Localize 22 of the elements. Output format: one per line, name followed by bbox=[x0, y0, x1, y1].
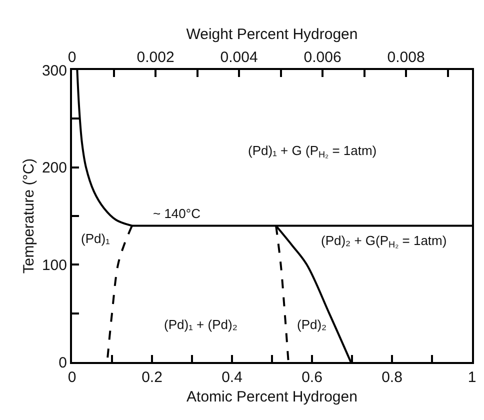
y-tick-label: 300 bbox=[42, 62, 67, 80]
x-tick-label: 1 bbox=[468, 369, 476, 386]
x2-tick-label: 0.008 bbox=[387, 49, 425, 66]
annotation: (Pd)₁ bbox=[81, 231, 111, 246]
x2-tick-label: 0.002 bbox=[136, 49, 174, 66]
x-axis-title: Atomic Percent Hydrogen bbox=[186, 388, 358, 406]
x2-tick-label: 0.006 bbox=[304, 49, 342, 66]
x-tick-label: 0.4 bbox=[222, 369, 242, 386]
y-tick-label: 200 bbox=[42, 160, 67, 177]
x-tick-label: 0.2 bbox=[142, 369, 162, 386]
x2-axis-title: Weight Percent Hydrogen bbox=[186, 26, 358, 43]
annotation: (Pd)₂ bbox=[297, 317, 327, 332]
annotation: (Pd)₁ + G (P$_{H₂}$ = 1atm) bbox=[248, 143, 377, 160]
y-tick-label: 100 bbox=[42, 256, 67, 274]
annotation: (Pd)₁ + (Pd)₂ bbox=[164, 317, 238, 332]
y-tick-label: 0 bbox=[58, 354, 67, 372]
annotation: (Pd)₂ + G(P$_{H₂}$ = 1atm) bbox=[321, 233, 447, 250]
x-tick-label: 0.6 bbox=[302, 369, 322, 386]
x2-tick-label: 0.004 bbox=[220, 49, 258, 66]
annotation: ~ 140°C bbox=[153, 206, 200, 221]
x-tick-label: 0.8 bbox=[382, 369, 402, 386]
y-axis-title: Temperature (°C) bbox=[20, 158, 38, 274]
